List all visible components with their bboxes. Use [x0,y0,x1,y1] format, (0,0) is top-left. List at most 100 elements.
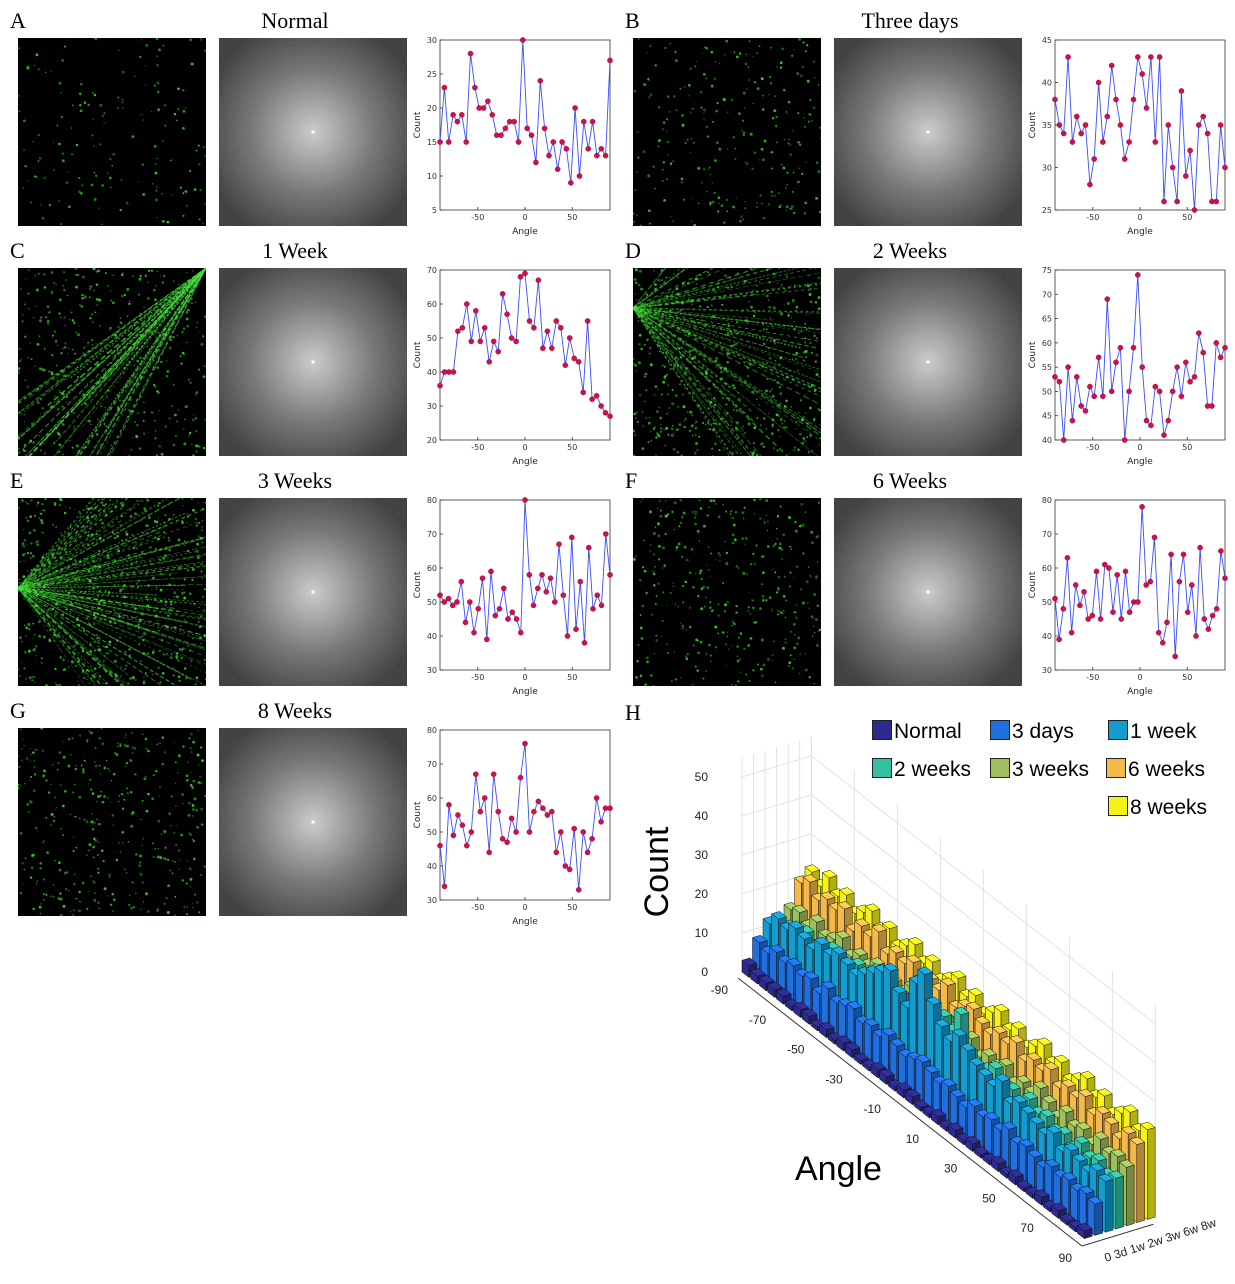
z-tick-label: 40 [695,809,709,823]
data-point [551,599,558,605]
data-point [1130,96,1137,103]
x-tick-label: -90 [711,983,729,997]
data-point [1072,582,1079,588]
data-point [593,392,600,399]
legend-item-3-weeks: 3 weeks [990,758,1089,782]
data-point [563,146,570,152]
data-point [450,832,457,839]
data-point [437,139,443,145]
x-axis-label: Angle [512,687,538,697]
data-point [1161,432,1167,438]
data-point [594,152,600,159]
count-angle-plot-a: 5 10 15 20 25 30 -50 0 50 Angle Count [408,32,620,240]
data-point [504,311,510,318]
x-tick-label: -50 [471,673,484,682]
data-point [441,599,448,605]
y-tick-label: 25 [1042,206,1052,215]
y-axis-label: Count [1028,341,1038,368]
data-point [458,578,465,585]
data-point [575,359,582,365]
x-tick-label: -70 [749,1013,767,1027]
data-point [477,808,484,815]
data-point [468,338,475,345]
data-point [572,105,578,111]
data-point [557,325,564,331]
x-tick-label: -50 [787,1043,805,1057]
bar [836,1035,852,1052]
data-point [1168,551,1174,558]
x-tick-label: -30 [825,1072,843,1086]
data-point [455,812,461,818]
data-point [535,277,542,284]
data-point [464,842,470,849]
data-point [441,883,448,890]
data-point [1197,544,1203,551]
data-point [1095,354,1102,361]
data-point [495,808,501,815]
data-point [567,179,574,186]
data-point [498,132,504,138]
legend-swatch [872,758,892,778]
data-point [1204,130,1211,137]
panel-e: E 3 Weeks 30 40 50 60 70 80 -50 0 50 Angle Count [10,468,620,697]
data-point [575,886,582,893]
x-tick-label: 0 [522,903,527,912]
data-point [602,152,609,159]
count-angle-plot-f: 30 40 50 60 70 80 -50 0 50 Angle Count [1023,492,1235,700]
data-point [589,396,595,402]
data-point [598,819,604,825]
data-point [1064,555,1071,561]
data-point [1118,616,1125,622]
z-tick-label: 50 [695,770,709,784]
data-point [459,112,465,118]
legend-label: 6 weeks [1128,758,1206,781]
y-tick-label: 45 [1042,412,1052,421]
x-axis-label: Angle [1127,457,1153,467]
data-point [459,325,466,331]
x-tick-label: -50 [1086,673,1099,682]
data-point [607,805,613,811]
data-point [556,541,562,548]
data-point [1164,619,1170,626]
z-tick-label: 30 [695,848,709,862]
data-point [607,413,613,419]
panel-d: D 2 Weeks 40 45 50 55 60 65 70 75 -50 0 50 Angle Count [625,238,1235,467]
data-point [526,318,533,324]
data-point [522,497,528,503]
data-point [1056,122,1063,128]
data-point [1082,122,1089,128]
y-tick-label: 80 [427,726,437,735]
data-point [526,829,533,835]
data-point [504,839,510,845]
data-point [1200,349,1206,356]
x-tick-label: 70 [1020,1221,1034,1235]
microscopy-image-d [633,268,821,456]
data-point [1087,181,1093,188]
data-point [528,132,535,138]
data-point [1147,578,1154,585]
data-point [1060,130,1067,137]
legend-item-normal: Normal [872,720,962,744]
data-point [495,348,501,355]
data-point [544,812,551,818]
data-point [1209,403,1215,409]
panel-f: F 6 Weeks 30 40 50 60 70 80 -50 0 50 Angle Count [625,468,1235,697]
x-tick-label: 50 [567,903,577,912]
microscopy-image-e [18,498,206,686]
count-angle-plot-g: 30 40 50 60 70 80 -50 0 50 Angle Count [408,722,620,930]
data-point [1169,388,1176,395]
data-point [581,639,588,646]
x-tick-label: 30 [944,1162,958,1176]
legend-swatch [1108,720,1128,740]
x-tick-label: -10 [864,1102,882,1116]
data-point [1139,364,1145,370]
data-point [573,626,579,632]
x-tick-label: 50 [567,443,577,452]
y-tick-label: 20 [427,104,437,113]
data-point [1095,79,1102,86]
data-point [576,173,583,179]
y-tick-label: 50 [427,828,437,837]
data-point [1077,602,1083,609]
data-point [571,825,577,832]
y-tick-label: 10 [427,172,437,181]
